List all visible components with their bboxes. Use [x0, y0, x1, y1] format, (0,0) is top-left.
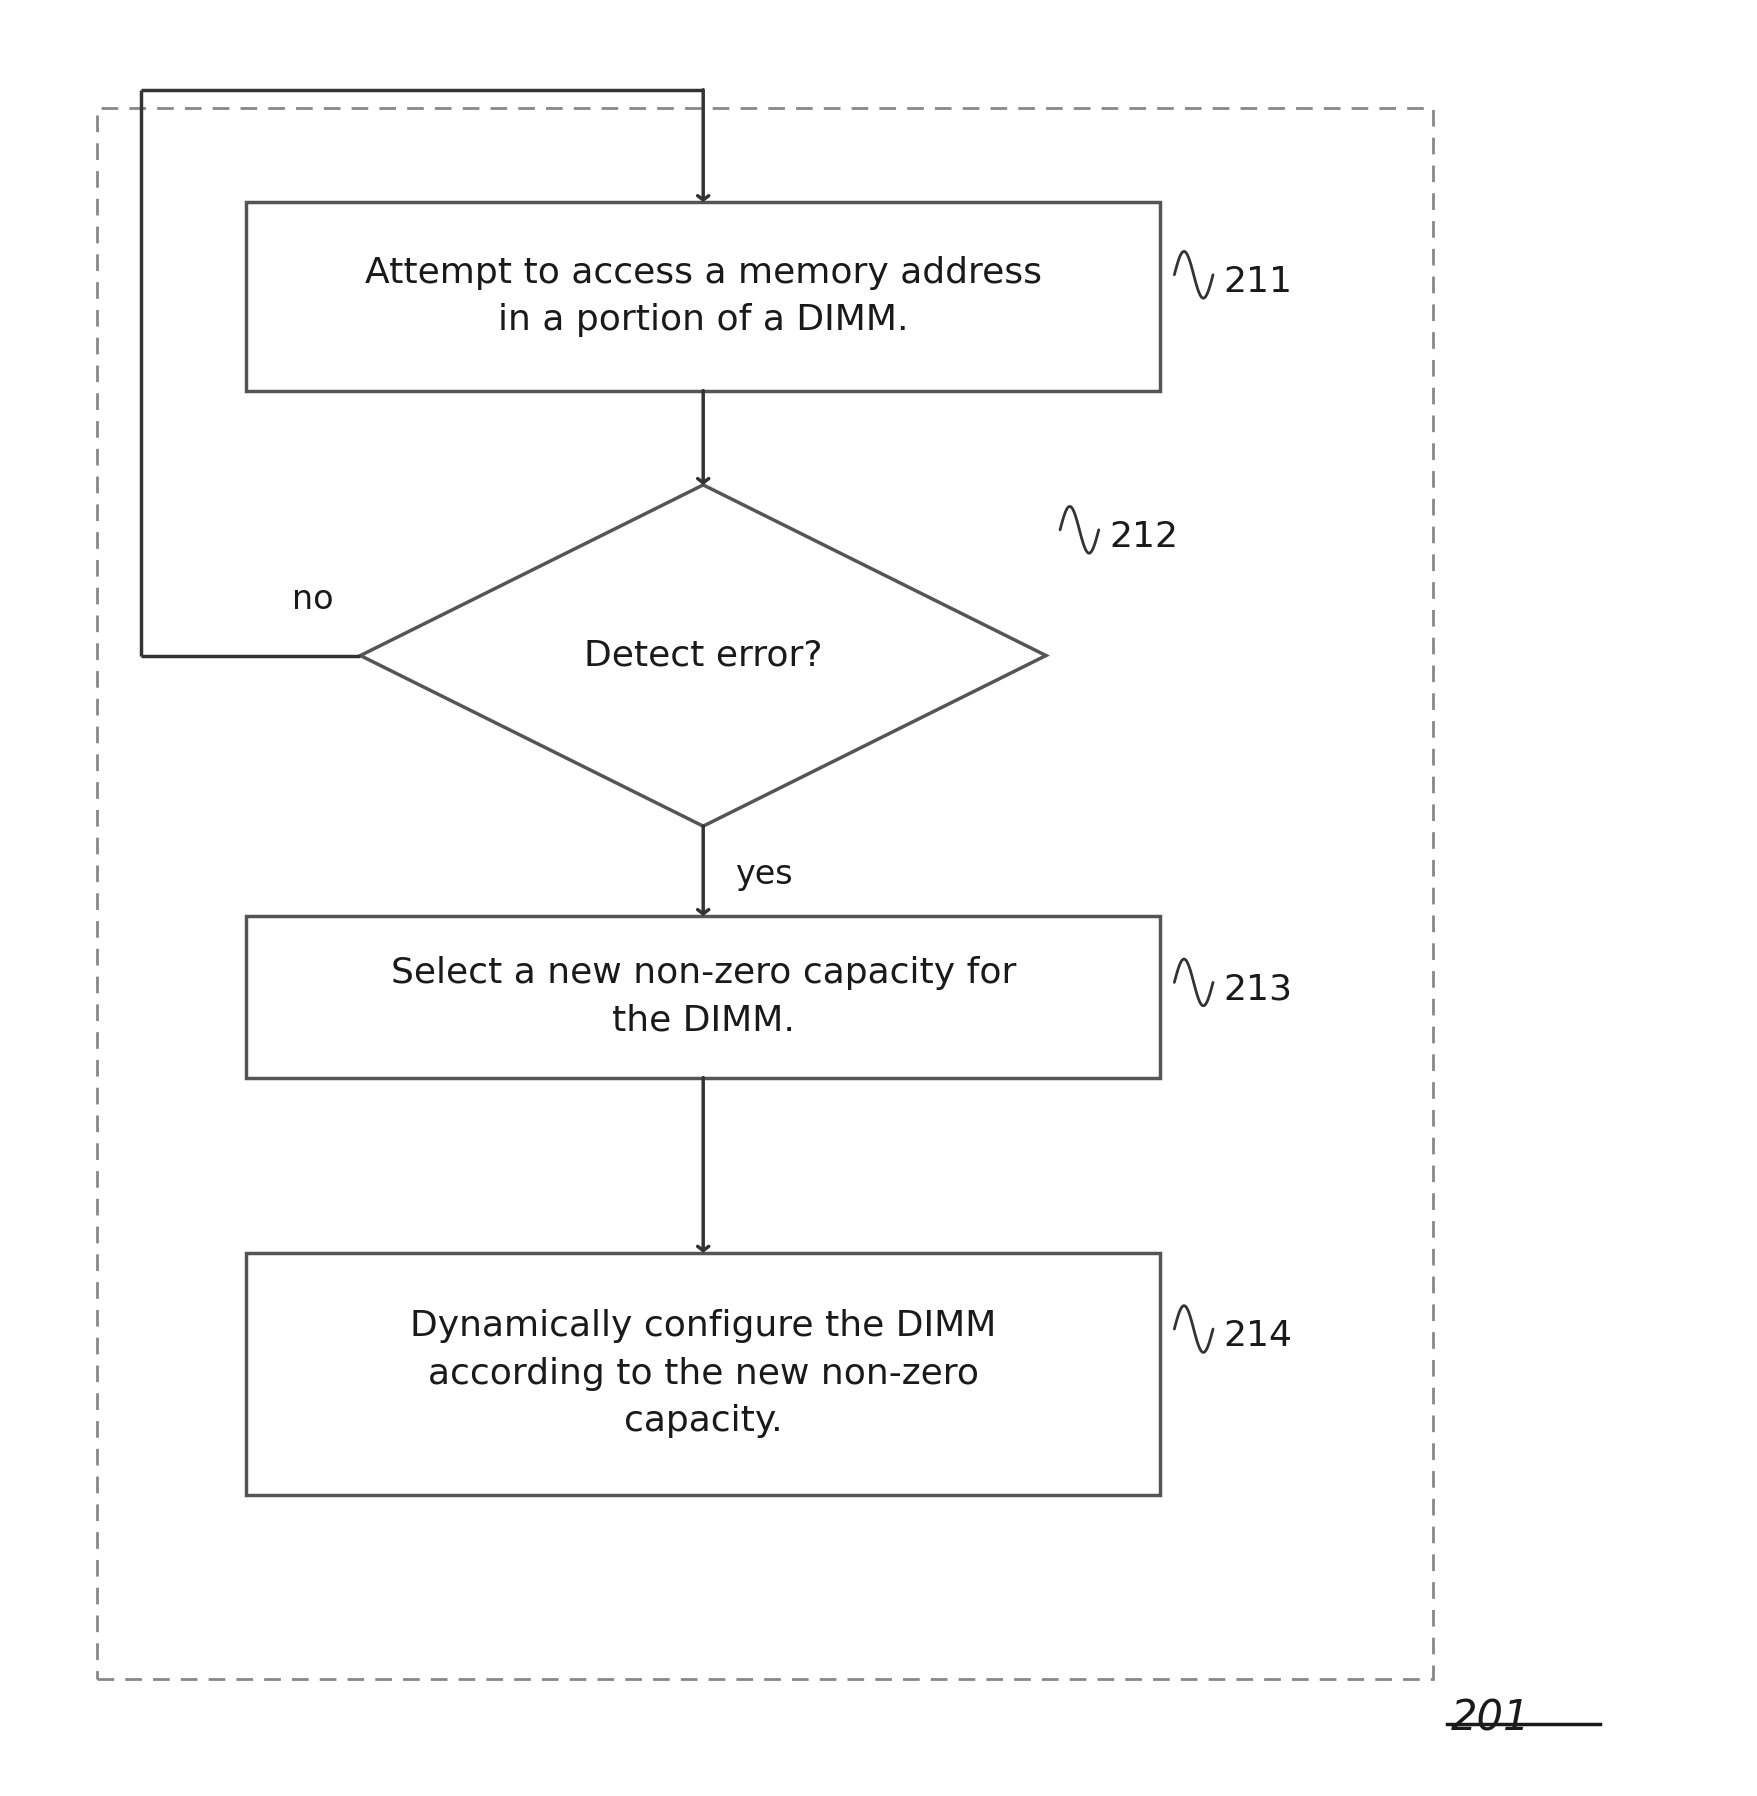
Text: Detect error?: Detect error? [583, 639, 822, 672]
Text: Attempt to access a memory address
in a portion of a DIMM.: Attempt to access a memory address in a … [364, 255, 1042, 338]
Bar [246, 203, 1160, 392]
Text: 212: 212 [1109, 521, 1177, 553]
Polygon shape [360, 485, 1045, 826]
Text: Select a new non-zero capacity for
the DIMM.: Select a new non-zero capacity for the D… [390, 955, 1016, 1038]
Text: yes: yes [734, 858, 792, 891]
Bar [97, 108, 1432, 1679]
Bar [246, 1254, 1160, 1494]
Text: 201: 201 [1450, 1697, 1529, 1739]
Text: 213: 213 [1223, 973, 1291, 1006]
Bar [246, 916, 1160, 1078]
Text: 214: 214 [1223, 1320, 1291, 1352]
Text: no: no [292, 584, 334, 616]
Text: Dynamically configure the DIMM
according to the new non-zero
capacity.: Dynamically configure the DIMM according… [409, 1309, 996, 1439]
Text: 211: 211 [1223, 266, 1291, 298]
